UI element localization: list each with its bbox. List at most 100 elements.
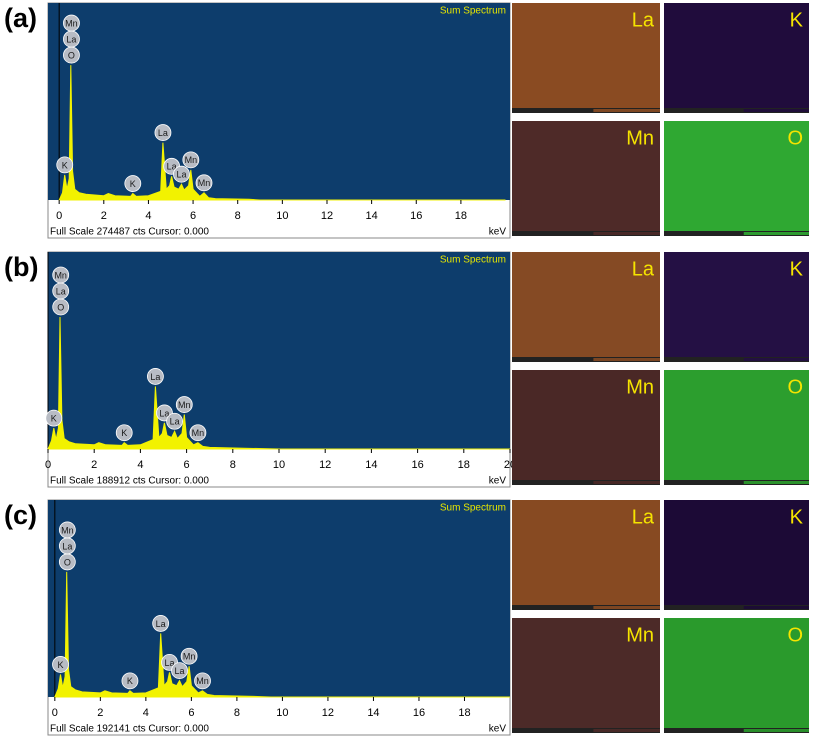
x-tick-label: 14: [367, 707, 379, 719]
spectrum-title: Sum Spectrum: [440, 6, 506, 17]
peak-label-bg: [52, 266, 70, 284]
map-scale-strip: [512, 357, 660, 362]
peak-label-bg: [173, 165, 190, 183]
x-tick-label: 2: [101, 210, 107, 222]
x-tick-label: 10: [276, 707, 288, 719]
map-scale-strip: [664, 480, 809, 485]
peak-label: La: [159, 408, 169, 418]
peak-label-bg: [52, 656, 69, 673]
peak-label-bg: [152, 615, 170, 632]
map-scale-strip: [512, 231, 660, 236]
element-map: [512, 121, 660, 236]
peak-label: Mn: [61, 525, 74, 535]
x-axis-label: keV: [489, 724, 507, 735]
map-scale-bar: [743, 481, 809, 484]
x-tick-label: 14: [365, 459, 377, 471]
spectrum-title: Sum Spectrum: [440, 503, 506, 514]
peak-label-bg: [195, 174, 213, 192]
map-scale-bar: [743, 729, 809, 732]
x-tick-label: 0: [45, 459, 51, 471]
element-label: K: [790, 258, 804, 280]
peak-label: La: [165, 658, 175, 668]
element-map: [512, 500, 660, 610]
peak-label: O: [57, 302, 64, 312]
x-tick-label: 14: [365, 210, 377, 222]
map-scale-strip: [664, 231, 809, 236]
peak-label-bg: [147, 368, 164, 385]
element-map: [512, 618, 660, 733]
panel-label: (c): [4, 500, 37, 530]
peak-label: Mn: [54, 270, 67, 280]
element-map: [664, 3, 809, 113]
peak-label-bg: [56, 156, 74, 174]
x-tick-label: 6: [190, 210, 196, 222]
peak-label-bg: [171, 662, 188, 679]
x-tick-label: 10: [273, 459, 285, 471]
peak-label: Mn: [65, 18, 78, 28]
element-map: [512, 252, 660, 362]
element-label: Mn: [626, 127, 654, 149]
peak-label-bg: [194, 672, 211, 690]
map-scale-bar: [743, 358, 809, 361]
peak-label: O: [64, 557, 71, 567]
element-map: [664, 370, 809, 485]
element-map: [664, 618, 809, 733]
footer: Full Scale 274487 cts Cursor: 0.000: [50, 227, 209, 238]
x-tick-label: 10: [276, 210, 288, 222]
map-scale-bar: [743, 232, 809, 235]
x-tick-label: 16: [413, 707, 425, 719]
peak-label: Mn: [196, 676, 209, 686]
peak-label: K: [62, 160, 68, 170]
panel-label: (a): [4, 3, 37, 33]
x-tick-label: 0: [56, 210, 62, 222]
map-scale-strip: [664, 108, 809, 113]
peak-label: La: [167, 162, 177, 172]
map-scale-bar: [593, 232, 660, 235]
peak-label: La: [150, 372, 160, 382]
map-scale-bar: [593, 481, 660, 484]
element-map: [664, 500, 809, 610]
peak-label-bg: [63, 14, 80, 32]
peak-label-bg: [180, 647, 198, 665]
map-scale-strip: [512, 108, 660, 113]
spectrum-area: [58, 65, 506, 201]
map-scale-strip: [512, 605, 660, 610]
x-tick-label: 18: [458, 459, 470, 471]
spectrum-title: Sum Spectrum: [440, 255, 506, 266]
element-label: La: [632, 506, 655, 528]
element-map: [512, 370, 660, 485]
peak-label: Mn: [178, 400, 191, 410]
peak-label: La: [66, 34, 76, 44]
peak-label-bg: [58, 521, 76, 539]
plot-area: [48, 3, 510, 200]
spectrum-area: [54, 571, 510, 698]
peak-label-bg: [175, 396, 193, 413]
map-scale-strip: [664, 728, 809, 733]
x-tick-label: 6: [184, 459, 190, 471]
peak-label: K: [121, 428, 127, 438]
x-tick-label: 16: [411, 459, 423, 471]
peak-label-bg: [124, 175, 142, 192]
map-scale-strip: [664, 357, 809, 362]
x-tick-label: 18: [458, 707, 470, 719]
peak-label: Mn: [192, 428, 205, 438]
peak-label: Mn: [198, 178, 211, 188]
x-axis-label: keV: [489, 476, 507, 487]
peak-label-bg: [121, 672, 139, 690]
peak-label: La: [175, 666, 185, 676]
element-label: K: [790, 506, 804, 528]
element-map: [664, 252, 809, 362]
map-scale-bar: [593, 358, 660, 361]
x-tick-label: 2: [97, 707, 103, 719]
element-label: O: [787, 624, 803, 646]
map-scale-bar: [593, 109, 660, 112]
x-tick-label: 0: [52, 707, 58, 719]
element-label: La: [632, 258, 655, 280]
peak-label-bg: [45, 409, 63, 427]
x-tick-label: 4: [143, 707, 149, 719]
peak-label: La: [56, 286, 66, 296]
element-label: O: [787, 376, 803, 398]
x-tick-label: 4: [145, 210, 151, 222]
x-tick-label: 8: [235, 210, 241, 222]
